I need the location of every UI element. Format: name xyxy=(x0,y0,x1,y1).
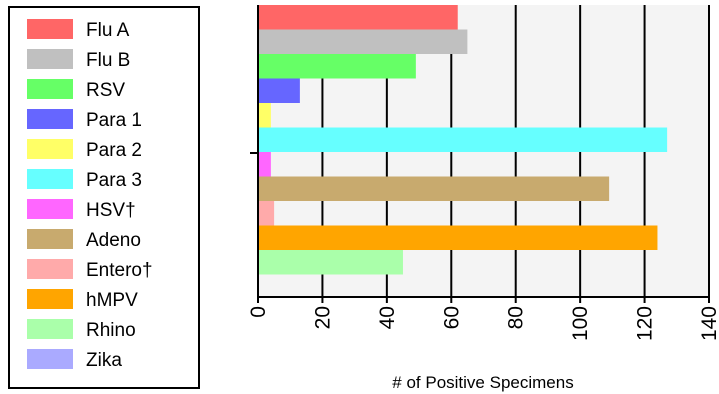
legend-swatch xyxy=(27,259,73,279)
x-tick-label: 0 xyxy=(247,306,270,318)
x-tick-label: 140 xyxy=(698,306,719,341)
legend-label: Zika xyxy=(86,350,122,371)
bar xyxy=(258,54,416,79)
legend-label: Entero† xyxy=(86,260,153,281)
x-tick-label: 60 xyxy=(440,306,463,329)
bar xyxy=(258,250,403,275)
bar xyxy=(258,201,275,226)
legend-label: Rhino xyxy=(86,320,136,341)
legend-label: Para 2 xyxy=(86,140,142,161)
legend-swatch xyxy=(27,139,73,159)
legend-swatch xyxy=(27,79,73,99)
x-tick-label: 20 xyxy=(311,306,334,329)
legend-label: Flu B xyxy=(86,50,130,71)
legend-swatch xyxy=(27,229,73,249)
bar xyxy=(258,5,458,30)
x-tick-label: 100 xyxy=(569,306,592,341)
x-axis-label: # of Positive Specimens xyxy=(392,373,573,392)
bar xyxy=(258,29,468,54)
legend-label: hMPV xyxy=(86,290,138,311)
legend-swatch xyxy=(27,199,73,219)
plot-area: 0 20 40 60 80 100 120 140 xyxy=(247,5,719,341)
x-tick-label: 120 xyxy=(634,306,657,341)
legend-swatch xyxy=(27,289,73,309)
bar xyxy=(258,176,610,201)
x-tick-label: 80 xyxy=(505,306,528,329)
legend-label: RSV xyxy=(86,80,125,101)
legend-label: Adeno xyxy=(86,230,141,251)
x-tick-label: 40 xyxy=(376,306,399,329)
legend-swatch xyxy=(27,19,73,39)
bar xyxy=(258,152,271,177)
legend-label: Flu A xyxy=(86,20,130,41)
legend-swatch xyxy=(27,349,73,369)
bar xyxy=(258,127,668,152)
bar xyxy=(258,225,658,250)
legend-label: HSV† xyxy=(86,200,136,221)
legend-label: Para 1 xyxy=(86,110,142,131)
bar xyxy=(258,78,300,103)
legend-label: Para 3 xyxy=(86,170,142,191)
legend: Flu A Flu B RSV Para 1 Para 2 Para 3 HSV† Adeno… xyxy=(8,6,200,389)
legend-swatch xyxy=(27,319,73,339)
legend-swatch xyxy=(27,109,73,129)
bar xyxy=(258,103,271,128)
legend-swatch xyxy=(27,49,73,69)
legend-swatch xyxy=(27,169,73,189)
